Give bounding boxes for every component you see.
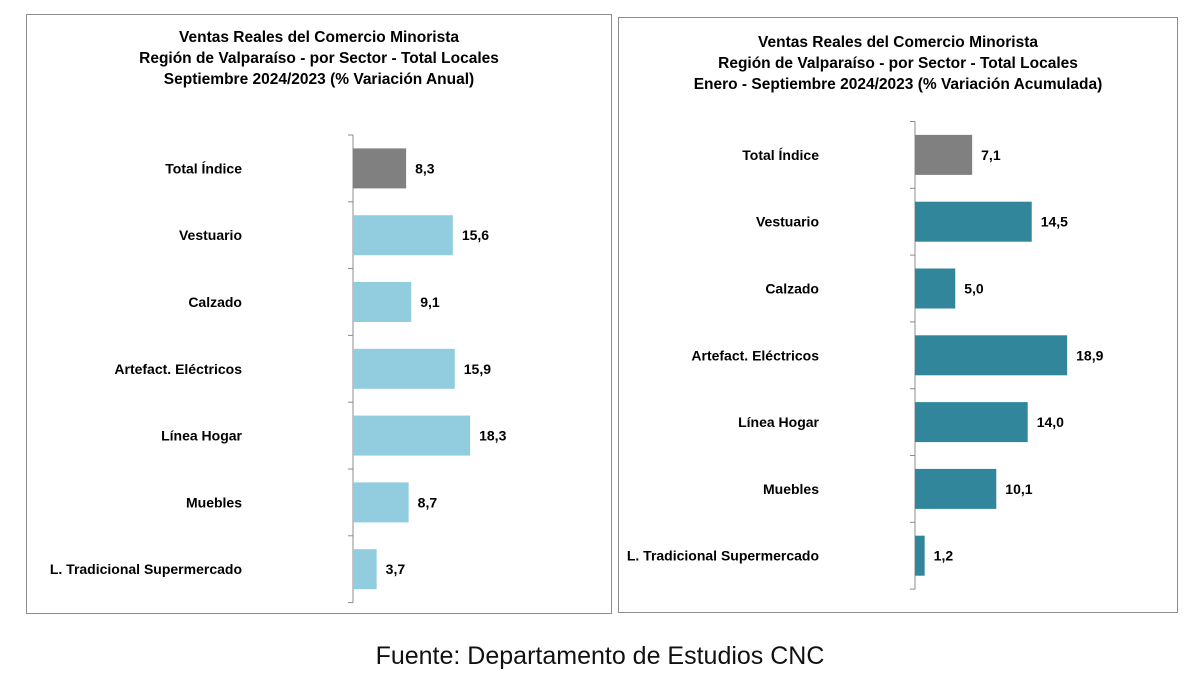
category-label: L. Tradicional Supermercado	[627, 548, 819, 564]
bar	[915, 335, 1068, 376]
data-label: 9,1	[420, 294, 440, 310]
data-label: 3,7	[386, 561, 406, 577]
data-label: 1,2	[934, 548, 954, 564]
chart-panel-left: Ventas Reales del Comercio Minorista Reg…	[26, 14, 612, 614]
chart-title-line-2: Región de Valparaíso - por Sector - Tota…	[139, 50, 499, 67]
category-label: Muebles	[763, 481, 819, 497]
category-label: Total Índice	[165, 160, 242, 176]
chart-title-line-3: Septiembre 2024/2023 (% Variación Anual)	[163, 71, 475, 88]
bar	[353, 415, 471, 456]
category-label: Línea Hogar	[161, 428, 242, 444]
bar-chart-right: Total Índice 7,1 Vestuario 14,5 Calzado 5,0 Ar…	[627, 121, 1104, 590]
chart-title: Ventas Reales del Comercio Minorista Reg…	[619, 32, 1177, 95]
data-label: 15,9	[464, 361, 491, 377]
data-label: 15,6	[462, 227, 489, 243]
source-note: Fuente: Departamento de Estudios CNC	[375, 642, 825, 670]
data-label: 18,9	[1076, 347, 1103, 363]
category-label: Artefact. Eléctricos	[691, 347, 819, 363]
data-label: 8,7	[418, 494, 438, 510]
category-label: L. Tradicional Supermercado	[50, 561, 242, 577]
category-label: Total Índice	[742, 147, 819, 163]
chart-title-line-3: Enero - Septiembre 2024/2023 (% Variació…	[693, 76, 1103, 93]
chart-title-line-2: Región de Valparaíso - por Sector - Tota…	[718, 55, 1078, 72]
bar	[353, 549, 377, 590]
chart-title-line-1: Ventas Reales del Comercio Minorista	[758, 34, 1038, 51]
bar	[353, 348, 455, 389]
data-label: 14,5	[1041, 214, 1068, 230]
bar	[353, 282, 412, 322]
bar	[915, 402, 1028, 443]
category-label: Vestuario	[756, 214, 819, 230]
data-label: 8,3	[415, 160, 435, 176]
chart-panel-right: Ventas Reales del Comercio Minorista Reg…	[618, 17, 1178, 613]
chart-title-line-1: Ventas Reales del Comercio Minorista	[179, 29, 459, 46]
bar	[915, 201, 1032, 242]
data-label: 14,0	[1037, 414, 1064, 430]
data-label: 7,1	[981, 147, 1001, 163]
bar	[915, 535, 925, 576]
chart-title: Ventas Reales del Comercio Minorista Reg…	[27, 27, 611, 90]
category-label: Calzado	[765, 281, 819, 297]
bar	[915, 468, 997, 509]
data-label: 10,1	[1005, 481, 1032, 497]
bar	[915, 268, 956, 309]
bar-chart-left: Total Índice 8,3 Vestuario 15,6 Calzado 9,1 Ar…	[50, 134, 507, 604]
data-label: 5,0	[964, 281, 984, 297]
category-label: Calzado	[188, 294, 242, 310]
category-label: Muebles	[186, 494, 242, 510]
data-label: 18,3	[479, 428, 506, 444]
category-label: Artefact. Eléctricos	[114, 361, 242, 377]
category-label: Línea Hogar	[738, 414, 819, 430]
bar	[915, 134, 973, 175]
category-label: Vestuario	[179, 227, 242, 243]
bar	[353, 148, 407, 189]
bar	[353, 482, 409, 523]
bar	[353, 215, 453, 256]
